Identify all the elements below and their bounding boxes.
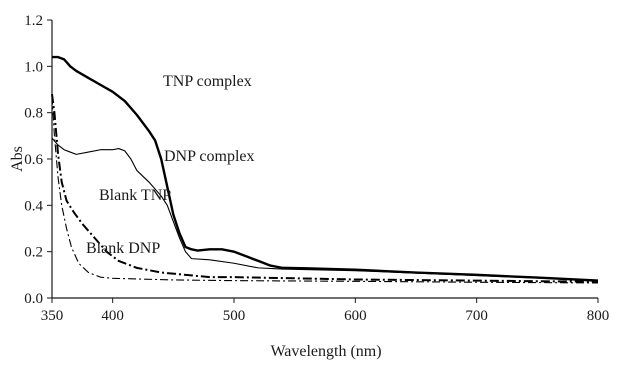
y-tick-label: 1.2: [24, 13, 43, 29]
y-tick-label: 0.2: [24, 245, 43, 261]
y-tick-label: 0.4: [24, 198, 43, 214]
series-line-tnp-complex: [52, 55, 599, 282]
x-tick-label: 800: [587, 308, 610, 324]
x-tick-label: 350: [41, 308, 64, 324]
label-dnp-complex: DNP complex: [164, 148, 255, 165]
series-line-dnp-complex: [51, 137, 599, 282]
series-line-blank-dnp: [51, 96, 599, 284]
series-labels-group: TNP complex DNP complex Blank TNP Blank …: [86, 73, 255, 257]
x-tick-label: 700: [465, 308, 488, 324]
series-lines-group: [51, 55, 599, 284]
label-blank-tnp: Blank TNP: [99, 187, 171, 204]
y-axis-title: Abs: [9, 146, 26, 172]
x-ticks-group: 350 400 500 600 700 800: [41, 298, 610, 324]
label-blank-dnp: Blank DNP: [86, 240, 160, 257]
y-tick-label: 1.0: [24, 59, 43, 75]
y-tick-label: 0.6: [24, 152, 43, 168]
x-tick-label: 500: [223, 308, 246, 324]
y-ticks-group: 0.0 0.2 0.4 0.6 0.8 1.0 1.2: [24, 13, 52, 307]
series-line-blank-tnp: [51, 94, 599, 283]
x-tick-label: 600: [344, 308, 367, 324]
y-tick-label: 0.8: [24, 106, 43, 122]
x-tick-label: 400: [101, 308, 124, 324]
label-tnp-complex: TNP complex: [163, 73, 252, 90]
y-tick-label: 0.0: [24, 291, 43, 307]
x-axis-title: Wavelength (nm): [270, 343, 381, 360]
